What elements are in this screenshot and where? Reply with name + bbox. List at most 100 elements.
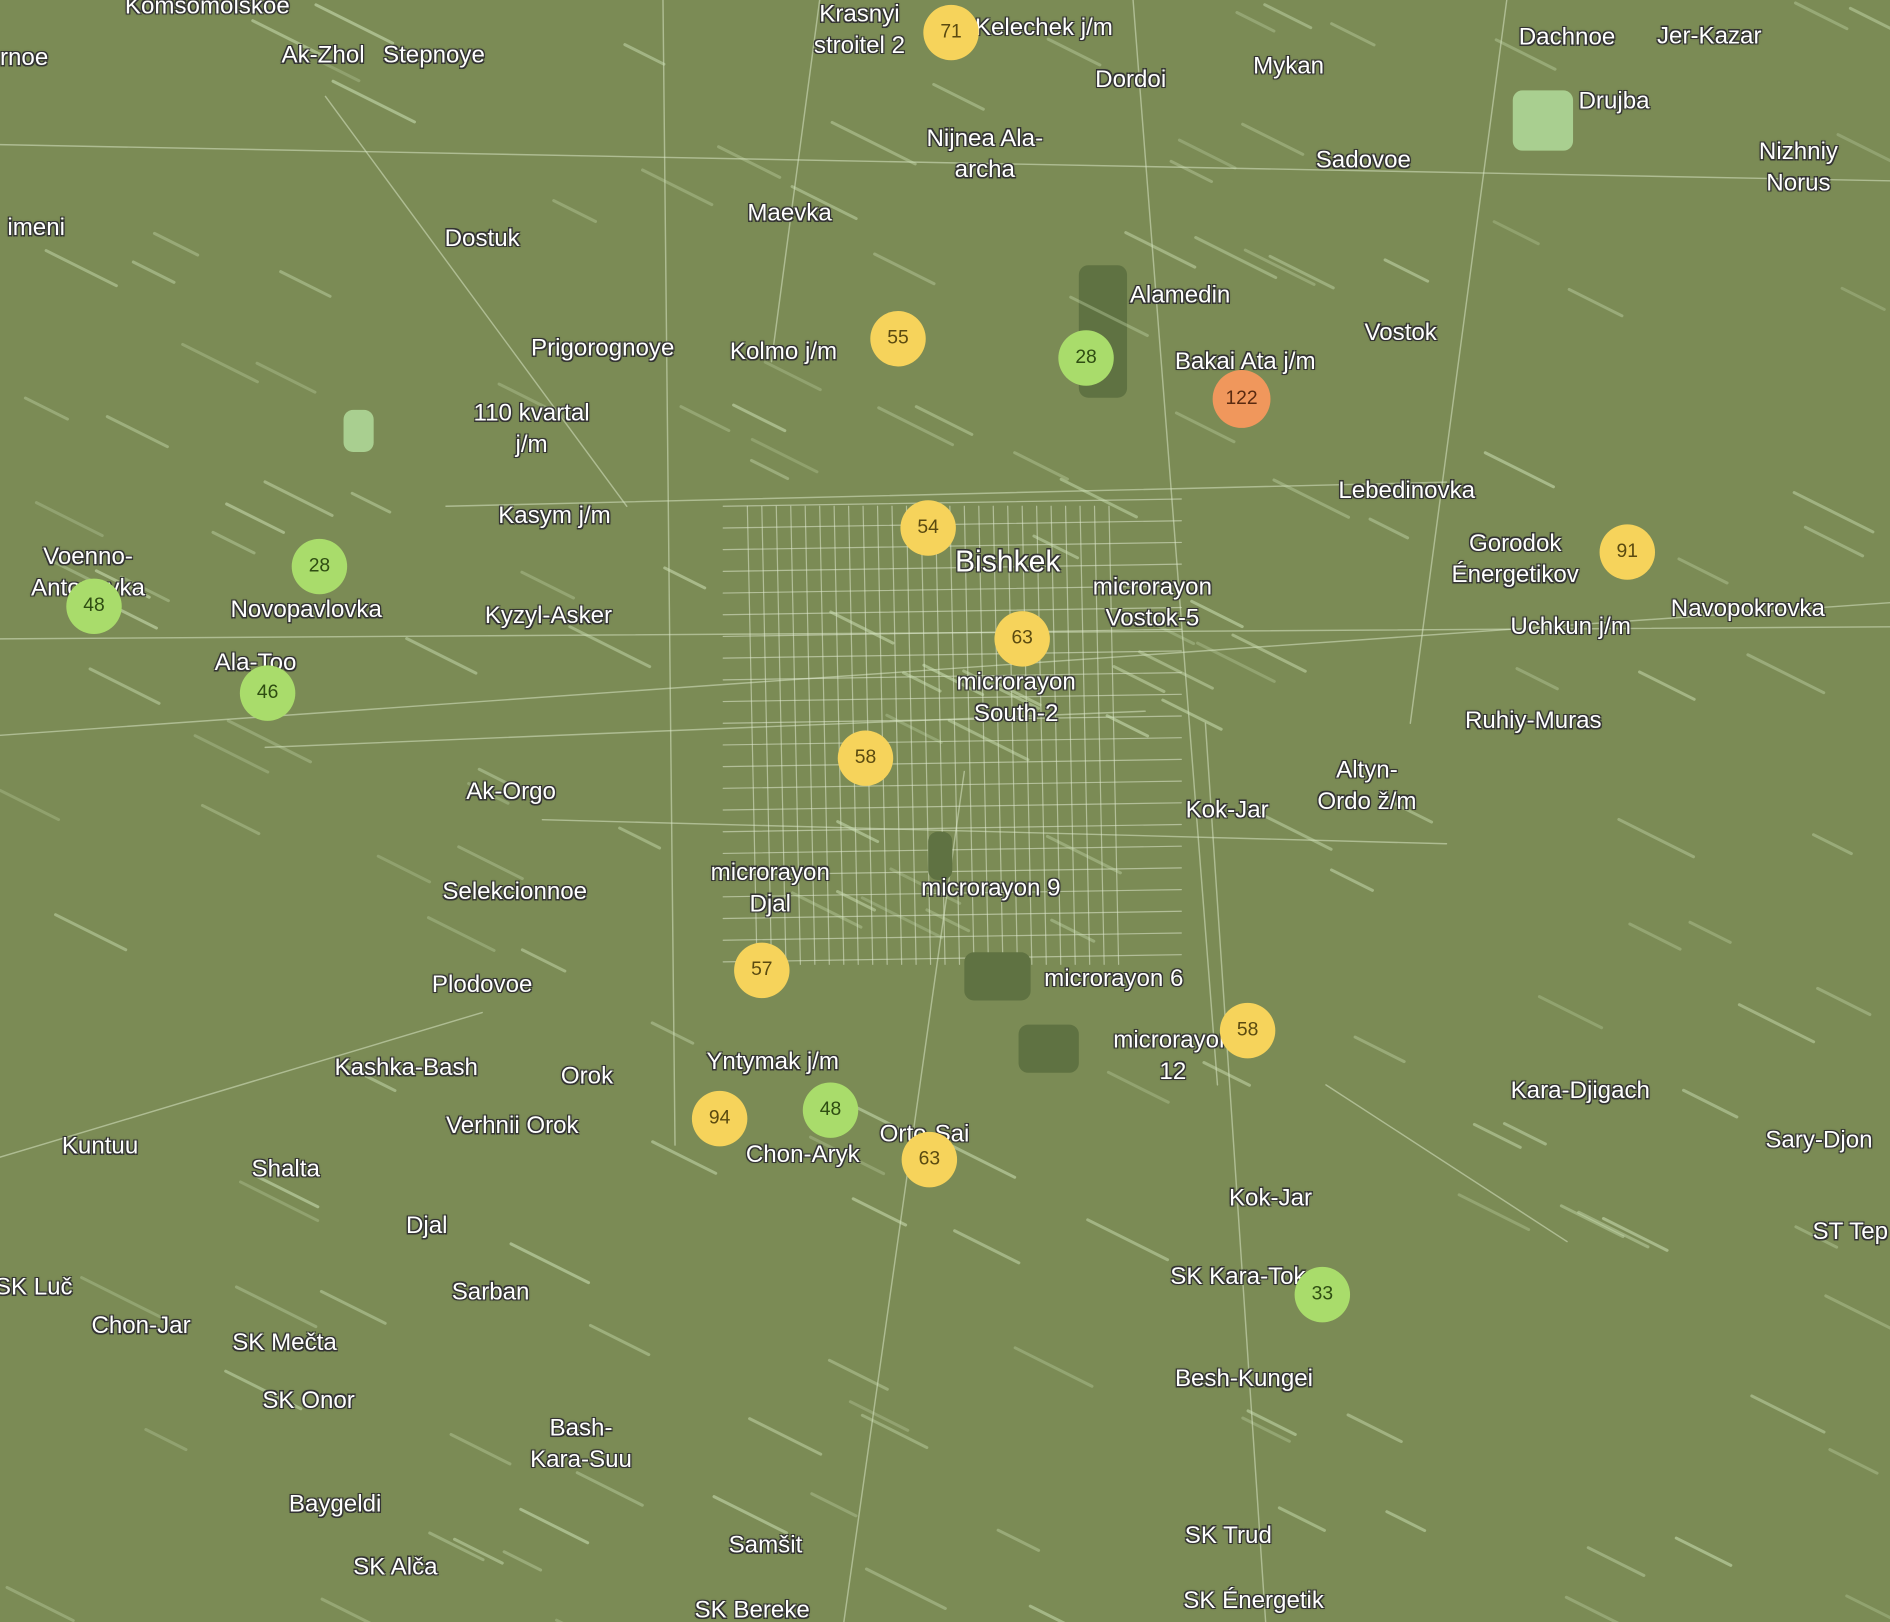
place-label: microrayon 6 xyxy=(1044,965,1184,993)
place-label: Jer-Kazar xyxy=(1657,22,1762,50)
wind-streak xyxy=(790,891,863,929)
aqi-station-marker[interactable]: 122 xyxy=(1212,370,1271,428)
place-label: microrayon Djal xyxy=(710,859,830,918)
wind-streak xyxy=(1272,478,1351,519)
wind-streak xyxy=(1013,451,1069,481)
wind-streak xyxy=(497,382,573,422)
wind-streak xyxy=(1235,11,1276,33)
place-label: Lebedinovka xyxy=(1338,477,1476,504)
wind-streak xyxy=(1567,287,1624,318)
wind-streak xyxy=(1069,295,1149,338)
aqi-station-marker[interactable]: 54 xyxy=(900,500,956,556)
place-label: microrayon 9 xyxy=(921,875,1061,902)
aqi-station-marker[interactable]: 58 xyxy=(837,730,894,786)
wind-streak xyxy=(131,260,176,284)
place-label: Kashka-Bash xyxy=(334,1054,478,1082)
place-label: Stepnoye xyxy=(383,42,485,69)
wind-streak xyxy=(552,199,598,224)
wind-streak xyxy=(1263,3,1313,30)
wind-streak xyxy=(1329,868,1374,892)
street xyxy=(722,693,1182,703)
wind-streak xyxy=(1457,1193,1531,1232)
street xyxy=(905,505,917,965)
aqi-station-marker[interactable]: 57 xyxy=(734,942,790,999)
street xyxy=(722,780,1182,789)
wind-streak xyxy=(346,1065,397,1093)
aqi-station-marker[interactable]: 28 xyxy=(1058,330,1114,386)
wind-streak xyxy=(1169,159,1214,184)
place-label: Kuntuu xyxy=(61,1133,139,1160)
wind-streak xyxy=(848,1400,910,1432)
street xyxy=(819,505,830,965)
wind-streak xyxy=(1577,1210,1650,1249)
wind-streak xyxy=(1674,1536,1733,1567)
place-label: Kara-Djigach xyxy=(1510,1077,1650,1105)
place-label: Ak-Orgo xyxy=(466,778,556,806)
aqi-station-marker[interactable]: 48 xyxy=(66,578,122,635)
wind-streak xyxy=(1050,918,1096,943)
wind-streak xyxy=(623,43,666,66)
place-label: Ruhiy-Muras xyxy=(1464,707,1602,735)
road xyxy=(264,710,1146,749)
wind-streak xyxy=(405,637,478,675)
place-label: Baygeldi xyxy=(288,1491,382,1518)
wind-streak xyxy=(279,270,332,298)
street xyxy=(1064,505,1076,965)
street xyxy=(722,823,1182,833)
wind-streak xyxy=(1353,1035,1406,1064)
wind-streak xyxy=(152,231,200,257)
wind-streak xyxy=(568,625,652,669)
place-label: Nijnea Ala- archa xyxy=(926,125,1044,184)
wind-streak xyxy=(663,566,707,590)
street xyxy=(1079,505,1091,965)
road xyxy=(0,143,1890,182)
aqi-station-marker[interactable]: 91 xyxy=(1599,524,1656,580)
street xyxy=(775,505,787,965)
place-label: Nizhniy Norus xyxy=(1758,138,1838,197)
wind-streak xyxy=(314,3,395,45)
wind-streak xyxy=(1638,670,1696,701)
wind-streak xyxy=(519,1507,590,1545)
place-label: SK Kara-Tok xyxy=(1170,1263,1306,1290)
aqi-station-marker[interactable]: 33 xyxy=(1294,1266,1351,1323)
wind-streak xyxy=(1330,22,1376,47)
wind-streak xyxy=(1792,491,1875,534)
aqi-station-marker[interactable]: 63 xyxy=(994,611,1050,667)
place-label: Krasnyi stroitel 2 xyxy=(813,1,906,60)
aqi-station-marker[interactable]: 55 xyxy=(870,310,926,367)
wind-streak xyxy=(1249,807,1333,851)
aqi-station-marker[interactable]: 28 xyxy=(291,538,348,595)
wind-streak xyxy=(1845,1594,1890,1620)
place-label: SK Énergetik xyxy=(1183,1587,1324,1615)
wind-streak xyxy=(1059,477,1138,519)
place-label: Kelechek j/m xyxy=(974,14,1113,41)
wind-streak xyxy=(829,610,895,645)
wind-streak xyxy=(827,1358,889,1391)
wind-streak xyxy=(750,437,819,474)
wind-streak xyxy=(641,168,714,207)
wind-streak xyxy=(1246,1409,1297,1437)
wind-streak xyxy=(1138,650,1214,690)
wind-streak xyxy=(376,854,432,884)
aqi-station-marker[interactable]: 71 xyxy=(923,4,979,61)
aqi-station-marker[interactable]: 48 xyxy=(802,1082,859,1138)
aqi-station-marker[interactable]: 58 xyxy=(1219,1002,1276,1059)
wind-streak xyxy=(836,820,880,844)
wind-streak xyxy=(263,480,334,517)
place-label: SK Trud xyxy=(1184,1522,1272,1549)
aqi-station-marker[interactable]: 63 xyxy=(901,1131,958,1188)
street xyxy=(790,505,801,965)
wind-streak xyxy=(1688,920,1732,944)
place-label: Kyzyl-Asker xyxy=(484,602,613,630)
wind-streak xyxy=(1013,1346,1094,1388)
wind-streak xyxy=(211,530,256,555)
wind-streak xyxy=(810,1492,858,1518)
aqi-station-marker[interactable]: 46 xyxy=(239,665,296,721)
place-label: Chon-Aryk xyxy=(745,1141,860,1169)
wind-streak xyxy=(331,79,416,124)
aqi-station-marker[interactable]: 94 xyxy=(691,1090,748,1147)
place-label: Altyn- Ordo ž/m xyxy=(1317,756,1417,815)
place-label: ST Tep xyxy=(1812,1218,1889,1246)
